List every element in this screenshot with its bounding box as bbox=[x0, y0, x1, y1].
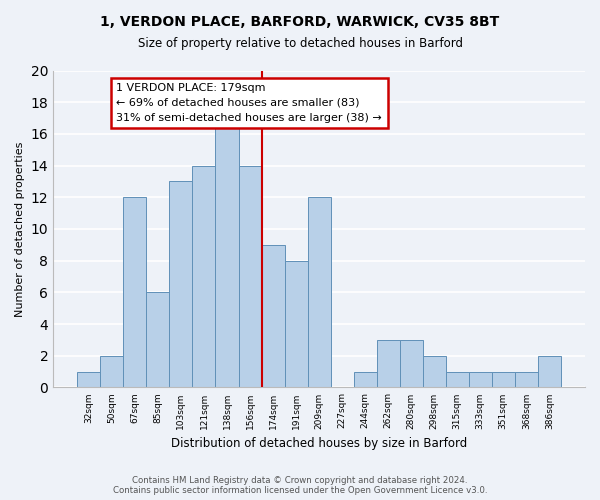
Bar bbox=[239, 166, 262, 388]
Bar bbox=[308, 198, 331, 388]
Text: 1, VERDON PLACE, BARFORD, WARWICK, CV35 8BT: 1, VERDON PLACE, BARFORD, WARWICK, CV35 … bbox=[100, 15, 500, 29]
Bar bbox=[77, 372, 100, 388]
Bar bbox=[215, 118, 239, 388]
Bar bbox=[422, 356, 446, 388]
Bar bbox=[353, 372, 377, 388]
Bar bbox=[124, 198, 146, 388]
Bar bbox=[262, 245, 284, 388]
Text: 1 VERDON PLACE: 179sqm
← 69% of detached houses are smaller (83)
31% of semi-det: 1 VERDON PLACE: 179sqm ← 69% of detached… bbox=[116, 83, 382, 123]
Bar bbox=[538, 356, 561, 388]
Bar bbox=[469, 372, 492, 388]
Bar bbox=[492, 372, 515, 388]
Bar bbox=[284, 260, 308, 388]
Bar bbox=[400, 340, 422, 388]
Bar bbox=[169, 182, 193, 388]
Bar bbox=[515, 372, 538, 388]
Y-axis label: Number of detached properties: Number of detached properties bbox=[15, 142, 25, 316]
X-axis label: Distribution of detached houses by size in Barford: Distribution of detached houses by size … bbox=[171, 437, 467, 450]
Bar bbox=[446, 372, 469, 388]
Bar bbox=[100, 356, 124, 388]
Bar bbox=[193, 166, 215, 388]
Bar bbox=[146, 292, 169, 388]
Text: Size of property relative to detached houses in Barford: Size of property relative to detached ho… bbox=[137, 38, 463, 51]
Bar bbox=[377, 340, 400, 388]
Text: Contains HM Land Registry data © Crown copyright and database right 2024.
Contai: Contains HM Land Registry data © Crown c… bbox=[113, 476, 487, 495]
